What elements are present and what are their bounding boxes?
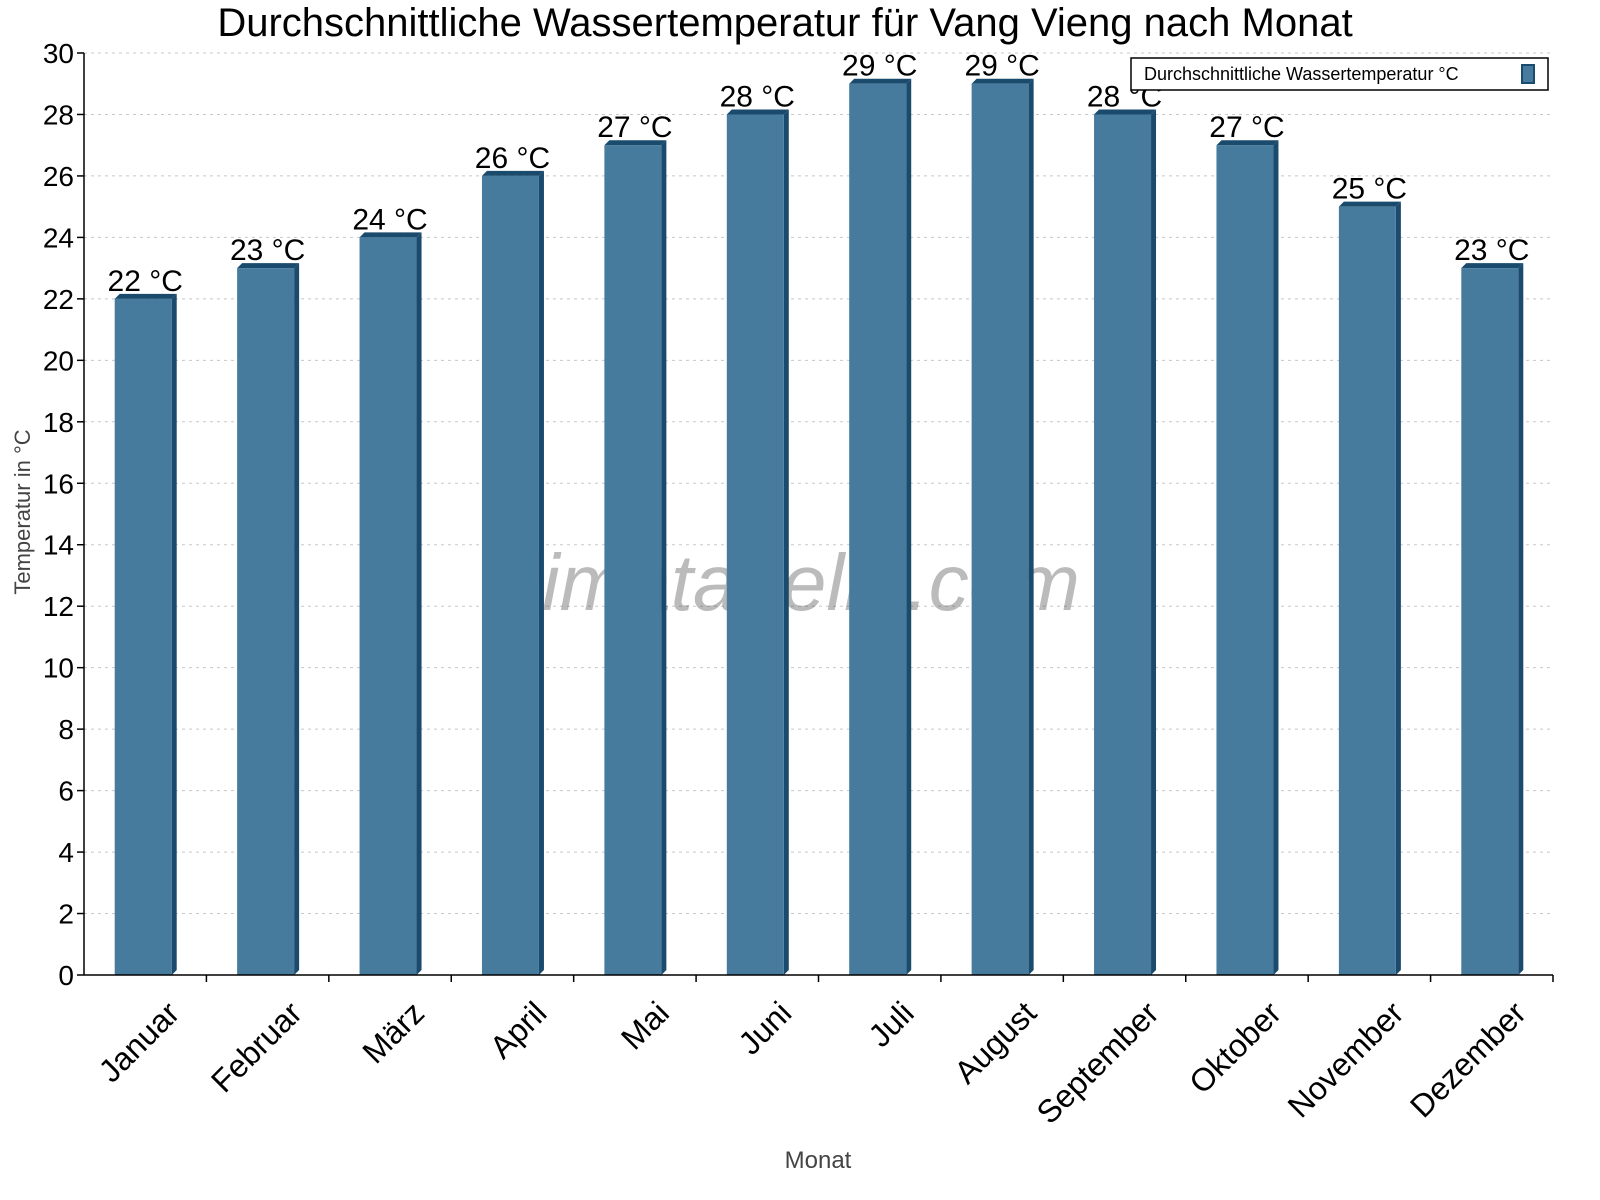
bar [971,83,1029,975]
y-tick-label: 0 [58,960,74,991]
chart-title: Durchschnittliche Wassertemperatur für V… [217,1,1352,45]
y-tick-label: 28 [43,99,74,130]
bar [114,298,172,975]
legend: Durchschnittliche Wassertemperatur °C [1130,57,1549,91]
bar [604,145,662,975]
y-tick-label: 18 [43,407,74,438]
y-axis-label: Temperatur in °C [10,429,35,594]
bar [849,83,907,975]
bar-top [1216,140,1279,146]
data-label: 22 °C [108,265,183,298]
bar-top [849,78,912,84]
bar-top [481,170,544,176]
bar-side [906,78,912,975]
bar-side [1151,109,1157,975]
bar-top [1338,201,1401,207]
bar-side [1028,78,1034,975]
y-tick-label: 10 [43,653,74,684]
bar-side [1273,140,1279,975]
x-tick-label: November [1281,994,1411,1124]
bar-top [726,109,789,115]
data-label: 28 °C [720,80,795,113]
bar-top [359,232,422,238]
bar-top [1461,263,1524,269]
y-tick-label: 14 [43,530,74,561]
x-tick-label: März [355,995,431,1071]
y-tick-label: 8 [58,714,74,745]
y-tick-label: 4 [58,837,74,868]
data-label: 27 °C [597,111,672,144]
bar-side [416,232,422,975]
bar-side [538,170,544,975]
x-tick-label: Mai [614,995,676,1057]
bars: 22 °C 23 °C 24 °C 26 °C 27 °C 28 °C 29 °C 29 °C… [108,50,1529,976]
bar [1461,268,1519,976]
bar-top [971,78,1034,84]
bar-side [1395,201,1401,975]
bar-top [237,263,300,269]
legend-swatch [1521,64,1535,84]
legend-label: Durchschnittliche Wassertemperatur °C [1144,64,1459,84]
data-label: 29 °C [842,50,917,83]
x-tick-label: Januar [92,994,187,1089]
bar-top [604,140,667,146]
y-tick-label: 2 [58,899,74,930]
y-tick-label: 26 [43,161,74,192]
data-label: 25 °C [1332,173,1407,206]
x-tick-label: August [947,995,1043,1091]
x-tick-label: Juni [731,995,798,1062]
bar-side [171,293,177,975]
bar [1216,145,1274,975]
bar [726,114,784,975]
y-tick-label: 16 [43,468,74,499]
x-tick-label: Oktober [1182,994,1288,1100]
data-label: 23 °C [230,234,305,267]
data-label: 26 °C [475,142,550,175]
y-tick-label: 24 [43,222,74,253]
bar [1338,206,1396,975]
bar-side [783,109,789,975]
bar [481,175,539,975]
x-tick-label: Juli [861,995,920,1054]
x-tick-label: September [1029,994,1165,1130]
x-tick-label: April [483,995,554,1066]
bar-top [114,293,177,299]
y-tick-label: 22 [43,284,74,315]
bar-top [1094,109,1157,115]
bar-side [1518,263,1524,976]
y-tick-label: 6 [58,776,74,807]
x-tick-label: Dezember [1403,994,1533,1124]
data-label: 24 °C [352,203,427,236]
x-axis-label: Monat [785,1147,852,1174]
bar [237,268,295,976]
data-label: 27 °C [1209,111,1284,144]
bar [359,237,417,975]
bar [1094,114,1152,975]
data-label: 23 °C [1454,234,1529,267]
x-tick-label: Februar [204,994,309,1099]
bar-side [294,263,300,976]
bar-side [661,140,667,975]
data-label: 29 °C [964,50,1039,83]
y-tick-label: 12 [43,591,74,622]
y-tick-label: 20 [43,345,74,376]
y-tick-label: 30 [43,38,74,69]
